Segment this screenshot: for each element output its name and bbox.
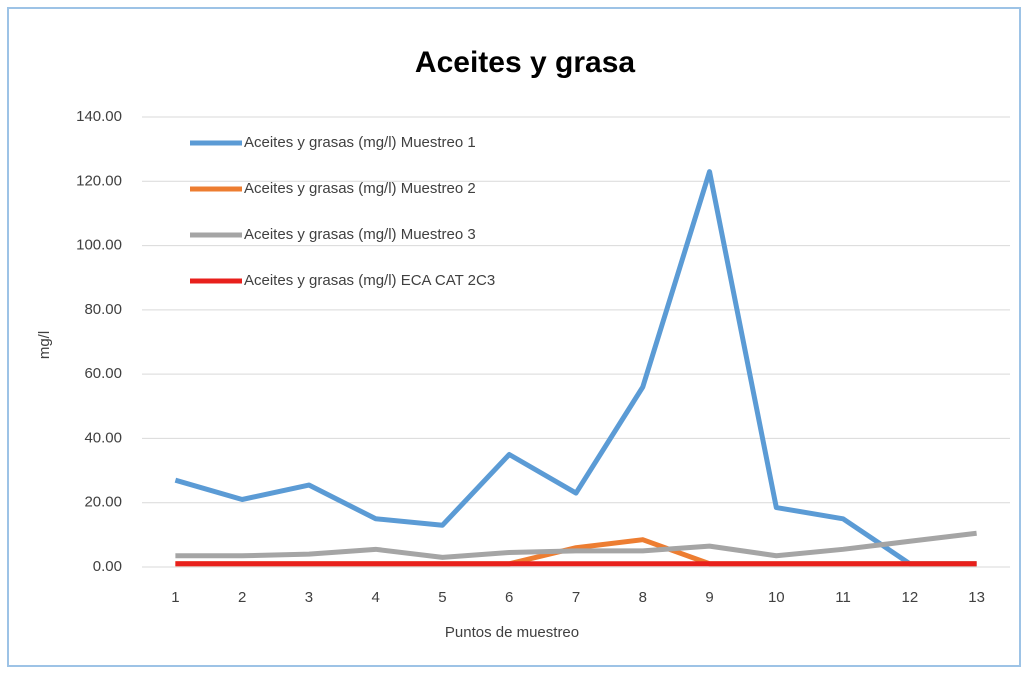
legend-label: Aceites y grasas (mg/l) Muestreo 1	[244, 134, 476, 151]
series-line	[175, 530, 977, 560]
x-axis-label: Puntos de muestreo	[445, 624, 579, 641]
x-tick-label: 4	[372, 589, 380, 606]
x-tick-label: 9	[705, 589, 713, 606]
x-tick-label: 6	[505, 589, 513, 606]
series-line	[174, 169, 977, 567]
x-tick-label: 2	[238, 589, 246, 606]
y-tick-label: 100.00	[76, 237, 122, 254]
x-tick-label: 13	[968, 589, 985, 606]
x-tick-label: 10	[768, 589, 785, 606]
legend-label: Aceites y grasas (mg/l) Muestreo 2	[244, 180, 476, 197]
legend-label: Aceites y grasas (mg/l) ECA CAT 2C3	[244, 272, 495, 289]
x-tick-label: 1	[171, 589, 179, 606]
x-tick-label: 7	[572, 589, 580, 606]
y-tick-label: 80.00	[84, 301, 122, 318]
x-tick-label: 8	[639, 589, 647, 606]
x-tick-label: 12	[902, 589, 919, 606]
x-tick-label: 11	[835, 589, 851, 606]
y-tick-label: 60.00	[84, 365, 122, 382]
y-tick-label: 0.00	[93, 558, 122, 575]
legend-label: Aceites y grasas (mg/l) Muestreo 3	[244, 226, 476, 243]
y-tick-label: 20.00	[84, 494, 122, 511]
y-tick-label: 140.00	[76, 108, 122, 125]
chart-title: Aceites y grasa	[415, 46, 635, 79]
x-tick-label: 3	[305, 589, 313, 606]
y-tick-label: 40.00	[84, 429, 122, 446]
y-tick-label: 120.00	[76, 172, 122, 189]
y-axis-label: mg/l	[36, 331, 53, 359]
x-tick-label: 5	[438, 589, 446, 606]
